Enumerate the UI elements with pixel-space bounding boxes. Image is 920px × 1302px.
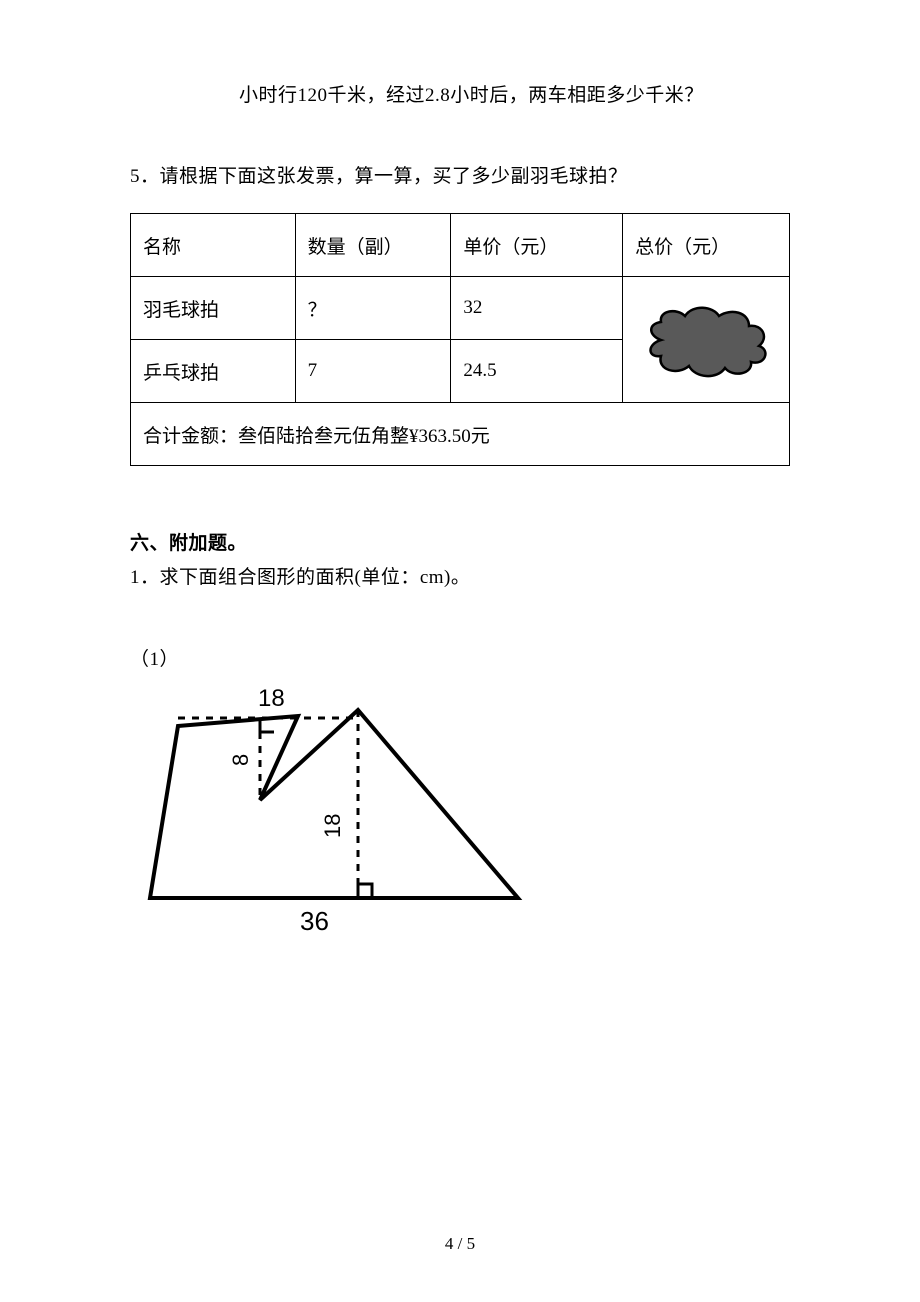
- table-header-row: 名称 数量（副） 单价（元） 总价（元）: [131, 214, 790, 277]
- label-h2: 18: [320, 814, 345, 838]
- ink-blob-icon: [641, 300, 771, 380]
- sum-text: 合计金额：叁佰陆拾叁元伍角整¥363.50元: [131, 421, 490, 448]
- section-6-sub1: （1）: [130, 646, 179, 675]
- cell-total-blob: [623, 277, 790, 403]
- section-6-q1: 1．求下面组合图形的面积(单位：cm)。: [130, 564, 470, 593]
- label-top: 18: [258, 688, 285, 712]
- continued-question-line: 小时行120千米，经过2.8小时后，两车相距多少千米？: [239, 82, 704, 111]
- geometry-figure: 18 8 18 36: [130, 688, 525, 978]
- table-row: 羽毛球拍 ？ 32: [131, 277, 790, 340]
- col-qty: 数量（副）: [296, 232, 403, 259]
- col-unit: 单价（元）: [451, 232, 558, 259]
- geometry-svg: 18 8 18 36: [130, 688, 525, 978]
- question-5: 5．请根据下面这张发票，算一算，买了多少副羽毛球拍？: [130, 163, 628, 192]
- col-name: 名称: [131, 232, 181, 259]
- section-6-title: 六、附加题。: [130, 530, 247, 559]
- page-number: 4 / 5: [0, 1234, 920, 1254]
- label-base: 36: [300, 906, 329, 936]
- col-total: 总价（元）: [623, 232, 730, 259]
- label-h1: 8: [228, 754, 253, 766]
- cell-name-0: 羽毛球拍: [131, 295, 219, 322]
- cell-qty-0: ？: [296, 295, 327, 322]
- page: 小时行120千米，经过2.8小时后，两车相距多少千米？ 5．请根据下面这张发票，…: [0, 0, 920, 1302]
- cell-unit-0: 32: [451, 297, 482, 319]
- table-sum-row: 合计金额：叁佰陆拾叁元伍角整¥363.50元: [131, 403, 790, 466]
- cell-qty-1: 7: [296, 360, 318, 382]
- cell-unit-1: 24.5: [451, 360, 496, 382]
- cell-name-1: 乒乓球拍: [131, 358, 219, 385]
- invoice-table: 名称 数量（副） 单价（元） 总价（元） 羽毛球拍 ？ 32 乒乓球拍 7 24…: [130, 213, 790, 466]
